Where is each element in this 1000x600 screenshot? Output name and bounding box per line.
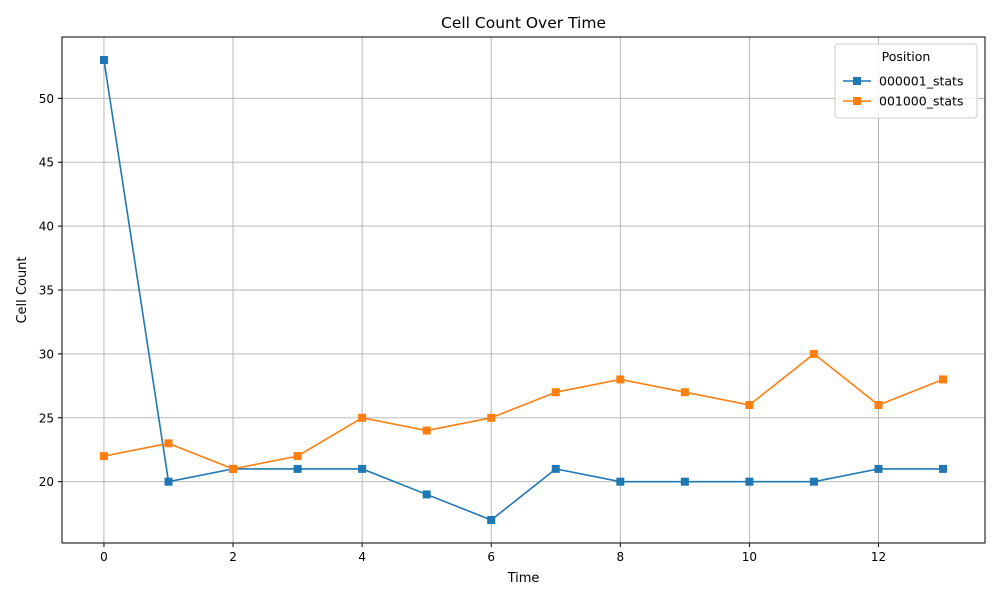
series-line: [103, 59, 944, 521]
x-tick-label: 2: [229, 550, 237, 564]
y-tick-label: 35: [39, 284, 54, 298]
data-point: [939, 375, 948, 384]
data-point: [293, 464, 302, 473]
data-point: [874, 464, 883, 473]
x-tick-label: 12: [871, 550, 886, 564]
data-point: [164, 439, 173, 448]
data-point: [99, 452, 108, 461]
x-tick-label: 8: [616, 550, 624, 564]
y-tick-label: 50: [39, 92, 54, 106]
data-point: [809, 349, 818, 358]
y-axis-label: Cell Count: [15, 256, 30, 323]
data-point: [487, 413, 496, 422]
data-point: [358, 464, 367, 473]
data-point: [551, 464, 560, 473]
data-point: [422, 490, 431, 499]
y-tick-label: 40: [39, 220, 54, 234]
legend-label: 000001_stats: [879, 74, 963, 89]
data-point: [229, 464, 238, 473]
x-tick-label: 4: [358, 550, 366, 564]
legend: Position 000001_stats 001000_stats: [834, 43, 978, 119]
y-tick-label: 25: [39, 411, 54, 425]
data-point: [874, 401, 883, 409]
legend-box: [834, 43, 978, 119]
legend-marker: [853, 77, 861, 85]
data-point: [164, 477, 173, 486]
series-layer: [99, 56, 948, 524]
legend-label: 001000_stats: [879, 94, 963, 109]
data-point: [422, 426, 431, 435]
data-point: [487, 516, 496, 524]
data-point: [551, 388, 560, 397]
data-point: [99, 56, 108, 64]
data-point: [293, 452, 302, 461]
legend-entries: 000001_stats 001000_stats: [843, 74, 963, 109]
x-tick-label: 6: [487, 550, 495, 564]
x-tick-label: 0: [100, 550, 108, 564]
series-001000_stats: [99, 349, 948, 473]
legend-entry: 000001_stats: [843, 74, 963, 89]
y-tick-label: 30: [39, 347, 54, 361]
data-point: [358, 413, 367, 422]
data-point: [616, 477, 625, 486]
legend-entry: 001000_stats: [843, 94, 963, 109]
data-point: [745, 401, 754, 409]
data-point: [809, 477, 818, 486]
x-axis-label: Time: [507, 571, 540, 586]
data-point: [680, 477, 689, 486]
grid: [62, 37, 985, 543]
data-point: [680, 388, 689, 397]
y-tick-label: 20: [39, 475, 54, 489]
legend-marker: [853, 97, 861, 105]
series-line: [103, 353, 944, 470]
data-point: [616, 375, 625, 384]
chart-title: Cell Count Over Time: [441, 14, 606, 32]
ticks: 0 2 4 6 8 10 12 20 25 30 35 40 45 50: [39, 92, 886, 564]
x-tick-label: 10: [742, 550, 757, 564]
series-000001_stats: [99, 56, 948, 524]
data-point: [745, 477, 754, 486]
y-tick-label: 45: [39, 156, 54, 170]
legend-title: Position: [882, 49, 931, 64]
data-point: [939, 464, 948, 473]
